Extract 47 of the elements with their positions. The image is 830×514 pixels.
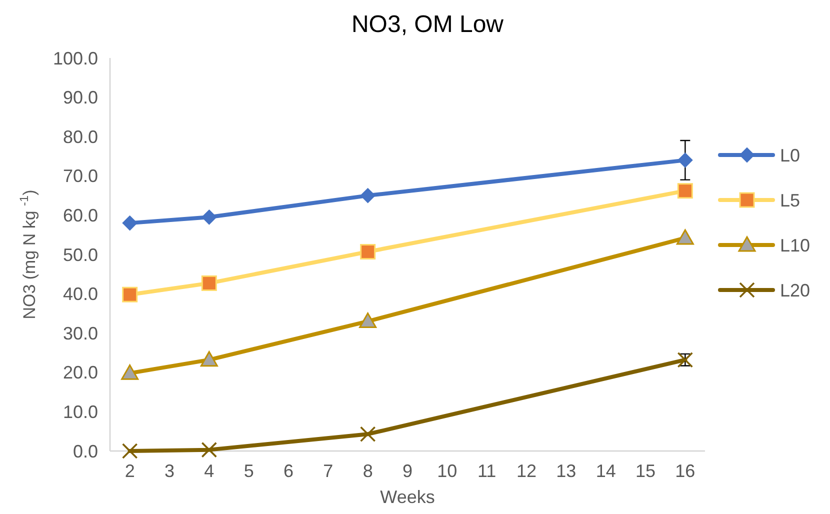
x-tick-label: 8 (362, 461, 373, 481)
legend-label: L10 (780, 235, 810, 256)
x-tick-label: 14 (596, 461, 616, 481)
point (200, 351, 218, 367)
point (677, 183, 693, 199)
y-tick-label: 80.0 (62, 126, 98, 147)
x-tick-label: 2 (124, 461, 135, 481)
x-tick-label: 16 (675, 461, 696, 481)
x-tick-label: 13 (556, 461, 576, 481)
legend-label: L20 (780, 280, 810, 300)
x-tick-label: 4 (204, 461, 214, 481)
legend-label: L5 (780, 190, 800, 210)
legend-label: L0 (780, 145, 800, 166)
point (122, 216, 138, 231)
y-tick-label: 30.0 (62, 323, 98, 344)
point (122, 286, 138, 302)
x-axis-title: Weeks (380, 487, 435, 507)
point (360, 244, 376, 260)
y-tick-label: 100.0 (52, 48, 98, 68)
x-tick-label: 3 (164, 461, 175, 481)
y-tick-label: 70.0 (62, 166, 98, 186)
y-tick-label: 50.0 (62, 244, 98, 265)
point (359, 312, 377, 328)
point (676, 229, 694, 245)
y-tick-label: 90.0 (62, 88, 98, 108)
point (360, 426, 376, 442)
x-tick-label: 12 (516, 461, 537, 481)
x-tick-label: 10 (437, 461, 458, 481)
x-tick-label: 9 (402, 461, 413, 481)
point (201, 275, 217, 291)
point (678, 152, 693, 168)
x-tick-label: 7 (323, 461, 334, 481)
point (201, 442, 218, 458)
y-tick-label: 40.0 (62, 284, 98, 304)
point (122, 443, 138, 459)
x-tick-label: 6 (283, 461, 294, 481)
y-tick-label: 10.0 (62, 402, 98, 422)
point (360, 188, 376, 204)
point (202, 210, 217, 225)
y-tick-label: 60.0 (62, 206, 98, 226)
y-tick-label: 0.0 (72, 441, 98, 462)
x-tick-label: 15 (635, 461, 656, 481)
point (121, 364, 139, 380)
chart-title: NO3, OM Low (351, 11, 504, 38)
x-tick-label: 11 (477, 461, 496, 481)
x-tick-label: 5 (244, 461, 254, 481)
y-tick-label: 20.0 (62, 362, 98, 383)
